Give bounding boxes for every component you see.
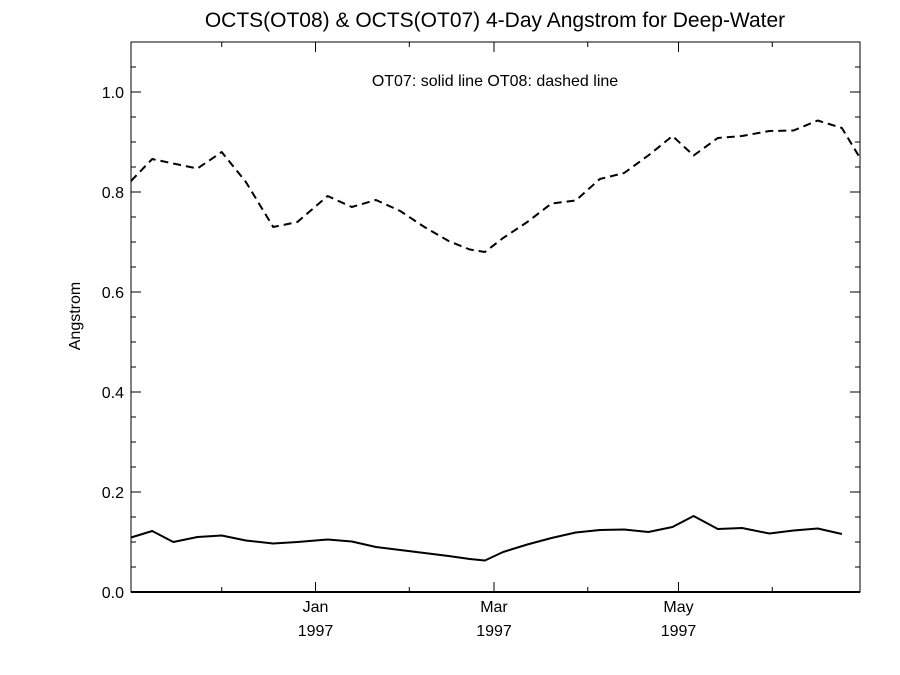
y-tick-label: 0.8 <box>102 185 124 202</box>
x-tick-label-month: Mar <box>480 599 508 616</box>
series-line-ot08 <box>130 119 861 253</box>
y-tick-label: 0.2 <box>102 485 124 502</box>
series-line-ot07 <box>130 515 843 562</box>
plot-frame <box>130 41 861 593</box>
y-axis-label: Angstrom <box>67 282 84 350</box>
x-tick-label-month: Jan <box>303 599 329 616</box>
y-tick-label: 1.0 <box>102 85 124 102</box>
y-tick-label: 0.0 <box>102 585 124 602</box>
x-tick-label-month: May <box>663 599 693 616</box>
series-group <box>130 119 861 562</box>
y-tick-label: 0.4 <box>102 385 124 402</box>
legend-annotation: OT07: solid line OT08: dashed line <box>372 73 618 90</box>
x-tick-label-year: 1997 <box>476 623 512 640</box>
x-tick-label-year: 1997 <box>298 623 334 640</box>
y-tick-label: 0.6 <box>102 285 124 302</box>
x-tick-label-year: 1997 <box>661 623 697 640</box>
axis-ticks <box>131 41 860 593</box>
tick-labels: 0.0 0.2 0.4 0.6 0.8 1.0 Jan 1997 Mar 1997 May 1997 <box>102 85 697 640</box>
chart-title: OCTS(OT08) & OCTS(OT07) 4-Day Angstrom f… <box>205 9 785 32</box>
